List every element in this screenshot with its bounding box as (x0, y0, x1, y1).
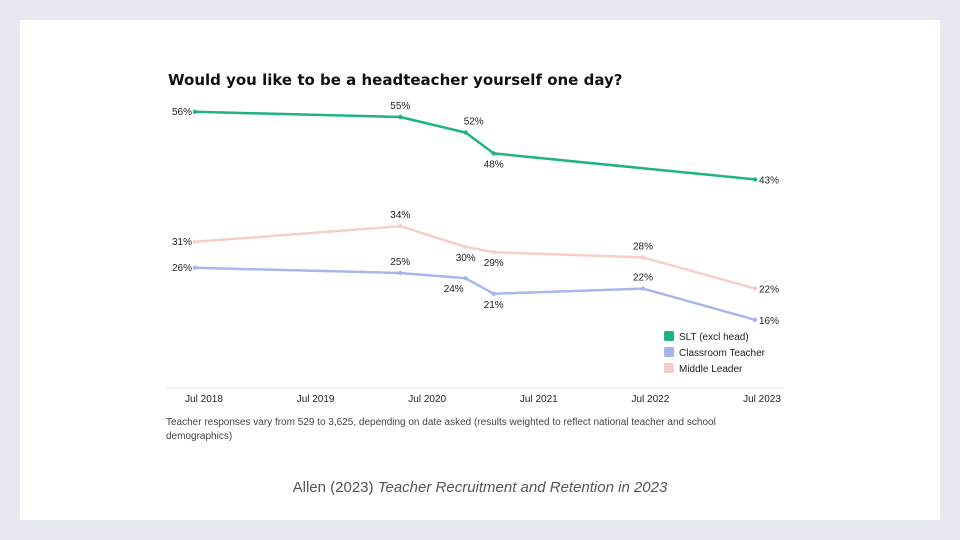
data-point-middle-leader (491, 250, 496, 255)
series-layer (192, 109, 758, 322)
data-label-classroom-teacher: 26% (172, 263, 192, 274)
data-label-middle-leader: 34% (390, 210, 410, 221)
data-point-slt-excl-head (752, 177, 758, 182)
legend: SLT (excl head) Classroom Teacher Middle L… (664, 331, 766, 375)
data-label-middle-leader: 29% (484, 258, 504, 269)
x-tick-label: Jul 2019 (297, 394, 335, 405)
series-line-classroom-teacher (193, 266, 757, 322)
data-point-middle-leader (398, 224, 403, 229)
data-point-classroom-teacher (398, 270, 403, 276)
x-tick-label: Jul 2023 (743, 394, 781, 405)
data-point-classroom-teacher (463, 276, 468, 281)
series-line-middle-leader (193, 224, 757, 290)
x-axis: Jul 2018 Jul 2019 Jul 2020 Jul 2021 Jul 2022… (166, 387, 784, 405)
data-point-middle-leader (640, 255, 646, 260)
data-point-slt-excl-head (398, 114, 403, 120)
chart-title: Would you like to be a headteacher yours… (168, 71, 623, 89)
legend-swatch (664, 331, 674, 341)
legend-label: Middle Leader (679, 364, 743, 375)
data-label-middle-leader: 22% (759, 285, 779, 296)
data-label-slt-excl-head: 52% (464, 117, 484, 128)
legend-swatch (664, 363, 674, 373)
data-label-middle-leader: 30% (456, 253, 476, 264)
data-point-classroom-teacher (640, 286, 646, 291)
legend-label: SLT (excl head) (679, 332, 749, 343)
data-label-middle-leader: 31% (172, 237, 192, 248)
x-tick-label: Jul 2018 (185, 394, 223, 405)
x-tick-label: Jul 2022 (631, 394, 669, 405)
data-label-classroom-teacher: 21% (484, 300, 504, 311)
citation-author: Allen (2023) (292, 479, 374, 496)
legend-swatch (664, 347, 674, 357)
data-label-slt-excl-head: 48% (484, 159, 504, 170)
data-point-middle-leader (192, 239, 198, 244)
data-point-slt-excl-head (463, 130, 468, 135)
x-tick-label: Jul 2021 (520, 394, 558, 405)
data-label-slt-excl-head: 55% (390, 101, 410, 112)
data-point-classroom-teacher (192, 265, 198, 270)
data-label-classroom-teacher: 16% (759, 316, 779, 327)
citation-work: Teacher Recruitment and Retention in 202… (377, 479, 668, 496)
data-point-slt-excl-head (491, 151, 496, 156)
data-labels: 31% 34% 30% 29% 28% 22% 26% 25% 24% 21% 22% 16% 56% 5… (172, 101, 779, 327)
data-label-classroom-teacher: 25% (390, 257, 410, 268)
data-point-classroom-teacher (491, 291, 496, 296)
citation: Allen (2023) Teacher Recruitment and Ret… (0, 479, 960, 496)
data-label-classroom-teacher: 22% (633, 273, 653, 284)
data-label-slt-excl-head: 43% (759, 175, 779, 186)
data-point-slt-excl-head (192, 109, 198, 115)
data-point-classroom-teacher (752, 317, 758, 322)
footnote: Teacher responses vary from 529 to 3,625… (166, 417, 716, 442)
data-point-middle-leader (463, 244, 468, 250)
slide (20, 20, 940, 520)
data-label-classroom-teacher: 24% (444, 284, 464, 295)
legend-label: Classroom Teacher (679, 348, 766, 359)
data-label-middle-leader: 28% (633, 241, 653, 252)
data-point-middle-leader (752, 286, 758, 291)
data-label-slt-excl-head: 56% (172, 107, 192, 118)
x-tick-label: Jul 2020 (408, 394, 446, 405)
